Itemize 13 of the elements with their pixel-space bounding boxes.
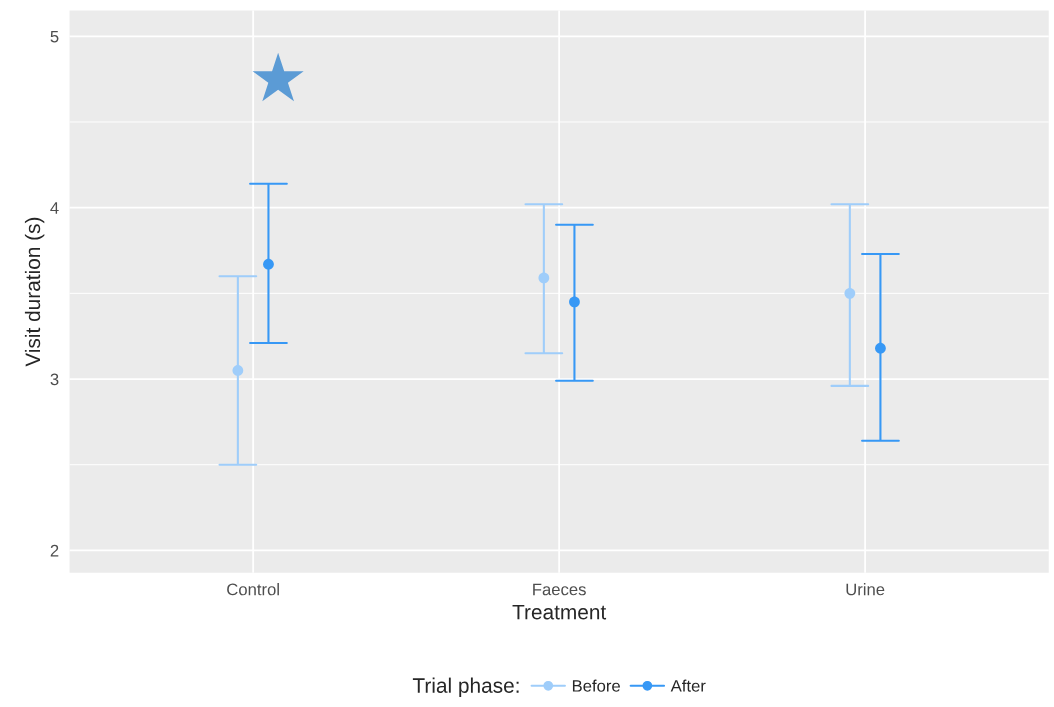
x-tick-label: Faeces [533,583,586,596]
legend-title: Trial phase: [412,677,519,698]
y-tick-label: 5 [50,30,59,43]
y-tick-label: 3 [50,373,59,386]
x-tick-label: Control [227,583,279,596]
y-axis-title: Visit duration (s) [24,217,45,367]
x-tick-label: Urine [846,583,885,596]
y-tick-label: 4 [50,202,59,214]
annotation: ★ [252,52,304,102]
legend-label: After [670,679,706,692]
x-axis-title: Treatment [512,604,607,620]
y-tick-label: 2 [50,544,59,557]
legend-label: Before [572,679,620,692]
